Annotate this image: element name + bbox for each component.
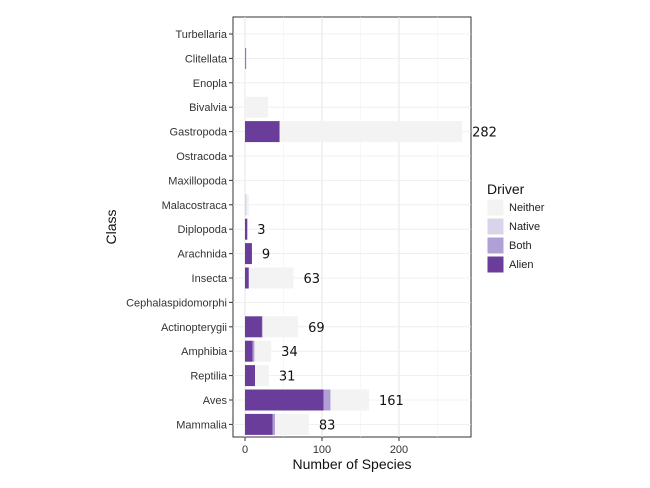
y-tick-label-bivalvia: Bivalvia [189, 102, 228, 114]
bar-amphibia-both [252, 340, 255, 362]
bar-insecta-alien [245, 267, 249, 289]
y-tick-label-aves: Aves [203, 395, 228, 407]
bar-amphibia-neither [255, 340, 272, 362]
bars [245, 47, 463, 435]
y-tick-label-enopla: Enopla [193, 78, 228, 90]
data-label-aves: 161 [379, 394, 404, 409]
bar-aves-alien [245, 389, 324, 411]
bar-gastropoda-neither [279, 121, 463, 143]
legend-swatch-both [486, 236, 505, 255]
y-tick-label-malacostraca: Malacostraca [162, 200, 228, 212]
bar-diplopoda-alien [245, 218, 248, 240]
bar-mammalia-alien [245, 413, 273, 435]
bar-malacostraca-native [245, 194, 247, 216]
y-tick-label-insecta: Insecta [192, 273, 228, 285]
bar-mammalia-both [272, 413, 276, 435]
bar-actinopterygii-neither [262, 316, 299, 338]
bar-bivalvia-neither [245, 96, 269, 118]
legend-label-both: Both [509, 240, 532, 252]
y-tick-label-arachnida: Arachnida [177, 249, 227, 261]
legend-swatch-neither [486, 198, 505, 217]
legend: Driver Neither Native Both Alien [486, 181, 545, 274]
y-tick-labels: Turbellaria Clitellata Enopla Bivalvia Gastr… [126, 29, 233, 431]
data-label-arachnida: 9 [262, 248, 270, 263]
legend-swatch-alien [486, 255, 505, 274]
y-tick-label-maxillopoda: Maxillopoda [168, 175, 228, 187]
bar-mammalia-neither [275, 413, 309, 435]
data-label-mammalia: 83 [319, 418, 336, 433]
legend-swatch-native [486, 217, 505, 236]
data-label-gastropoda: 282 [472, 126, 497, 141]
x-axis-title: Number of Species [292, 456, 411, 472]
data-labels: 282 3 9 63 69 34 31 161 83 [257, 126, 497, 434]
bar-reptilia-alien [245, 365, 256, 387]
bar-actinopterygii-alien [245, 316, 262, 338]
bar-amphibia-native [254, 340, 256, 362]
y-tick-label-gastropoda: Gastropoda [170, 127, 228, 139]
bar-malacostraca-neither [246, 194, 249, 216]
bar-enopla-neither [245, 72, 246, 94]
y-tick-label-diplopoda: Diplopoda [177, 224, 227, 236]
bar-actinopterygii-both [261, 316, 263, 338]
bar-arachnida-alien [245, 243, 252, 265]
legend-label-native: Native [509, 221, 540, 233]
y-tick-label-reptilia: Reptilia [190, 371, 228, 383]
bar-gastropoda-alien [245, 121, 280, 143]
y-axis-title: Class [103, 209, 119, 244]
y-tick-label-turbellaria: Turbellaria [175, 29, 227, 41]
plot-panel [232, 16, 472, 438]
data-label-reptilia: 31 [279, 370, 296, 385]
x-tick-label-200: 200 [390, 444, 408, 456]
data-label-diplopoda: 3 [257, 223, 265, 238]
bar-insecta-neither [248, 267, 294, 289]
y-tick-label-ostracoda: Ostracoda [176, 151, 228, 163]
data-label-actinopterygii: 69 [308, 321, 325, 336]
data-label-amphibia: 34 [281, 345, 298, 360]
y-tick-label-clitellata: Clitellata [185, 53, 228, 65]
legend-label-neither: Neither [509, 202, 545, 214]
bar-aves-both [323, 389, 331, 411]
x-tick-label-0: 0 [242, 444, 248, 456]
y-tick-label-cephalaspidomorphi: Cephalaspidomorphi [126, 297, 227, 309]
y-tick-label-amphibia: Amphibia [181, 346, 228, 358]
bar-amphibia-alien [245, 340, 253, 362]
x-tick-labels: 0 100 200 [242, 437, 408, 456]
legend-label-alien: Alien [509, 259, 533, 271]
y-tick-label-mammalia: Mammalia [176, 419, 228, 431]
bar-clitellata-native [245, 47, 247, 69]
bar-clitellata-alien [245, 47, 246, 69]
legend-title: Driver [487, 181, 525, 197]
bar-aves-neither [330, 389, 369, 411]
bar-reptilia-neither [255, 365, 269, 387]
x-tick-label-100: 100 [313, 444, 331, 456]
y-tick-label-actinopterygii: Actinopterygii [161, 322, 227, 334]
data-label-insecta: 63 [304, 272, 321, 287]
